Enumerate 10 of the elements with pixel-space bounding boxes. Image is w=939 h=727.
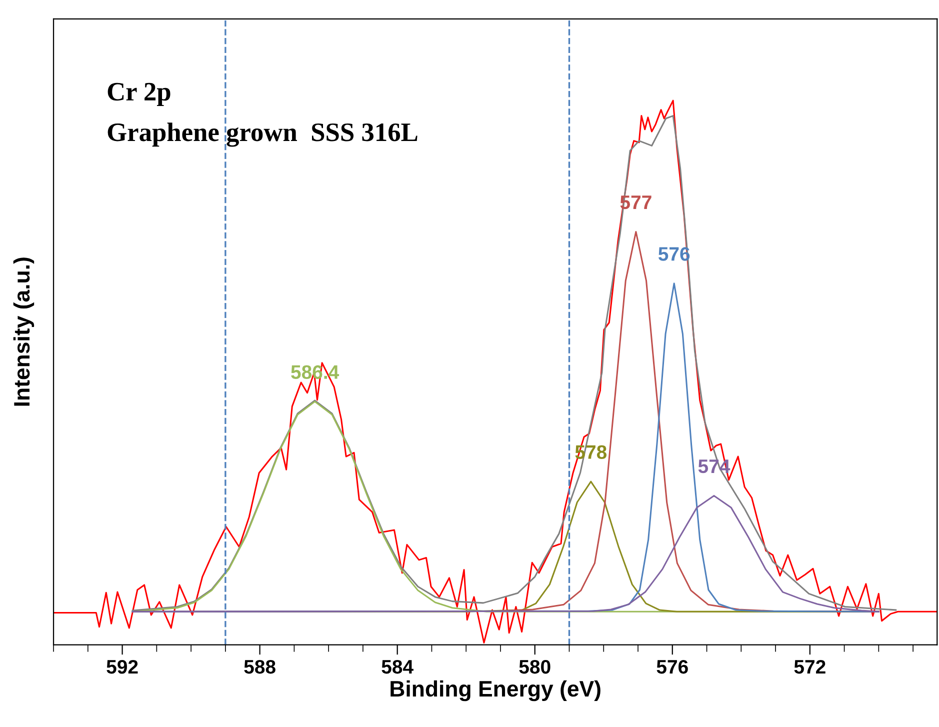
x-tick-label: 592 (106, 660, 138, 674)
x-tick-label: 576 (656, 660, 688, 674)
annotation: Graphene grown SSS 316L (108, 122, 418, 147)
x-tick-label: 584 (382, 660, 414, 674)
x-tick-label: 580 (519, 660, 550, 674)
annotation: Cr 2p (108, 82, 170, 106)
x-axis-title: Binding Energy (eV) (390, 680, 600, 702)
y-axis-title: Intensity (a.u.) (13, 258, 34, 406)
x-tick-label: 588 (244, 660, 276, 674)
x-tick-label: 572 (794, 660, 826, 674)
